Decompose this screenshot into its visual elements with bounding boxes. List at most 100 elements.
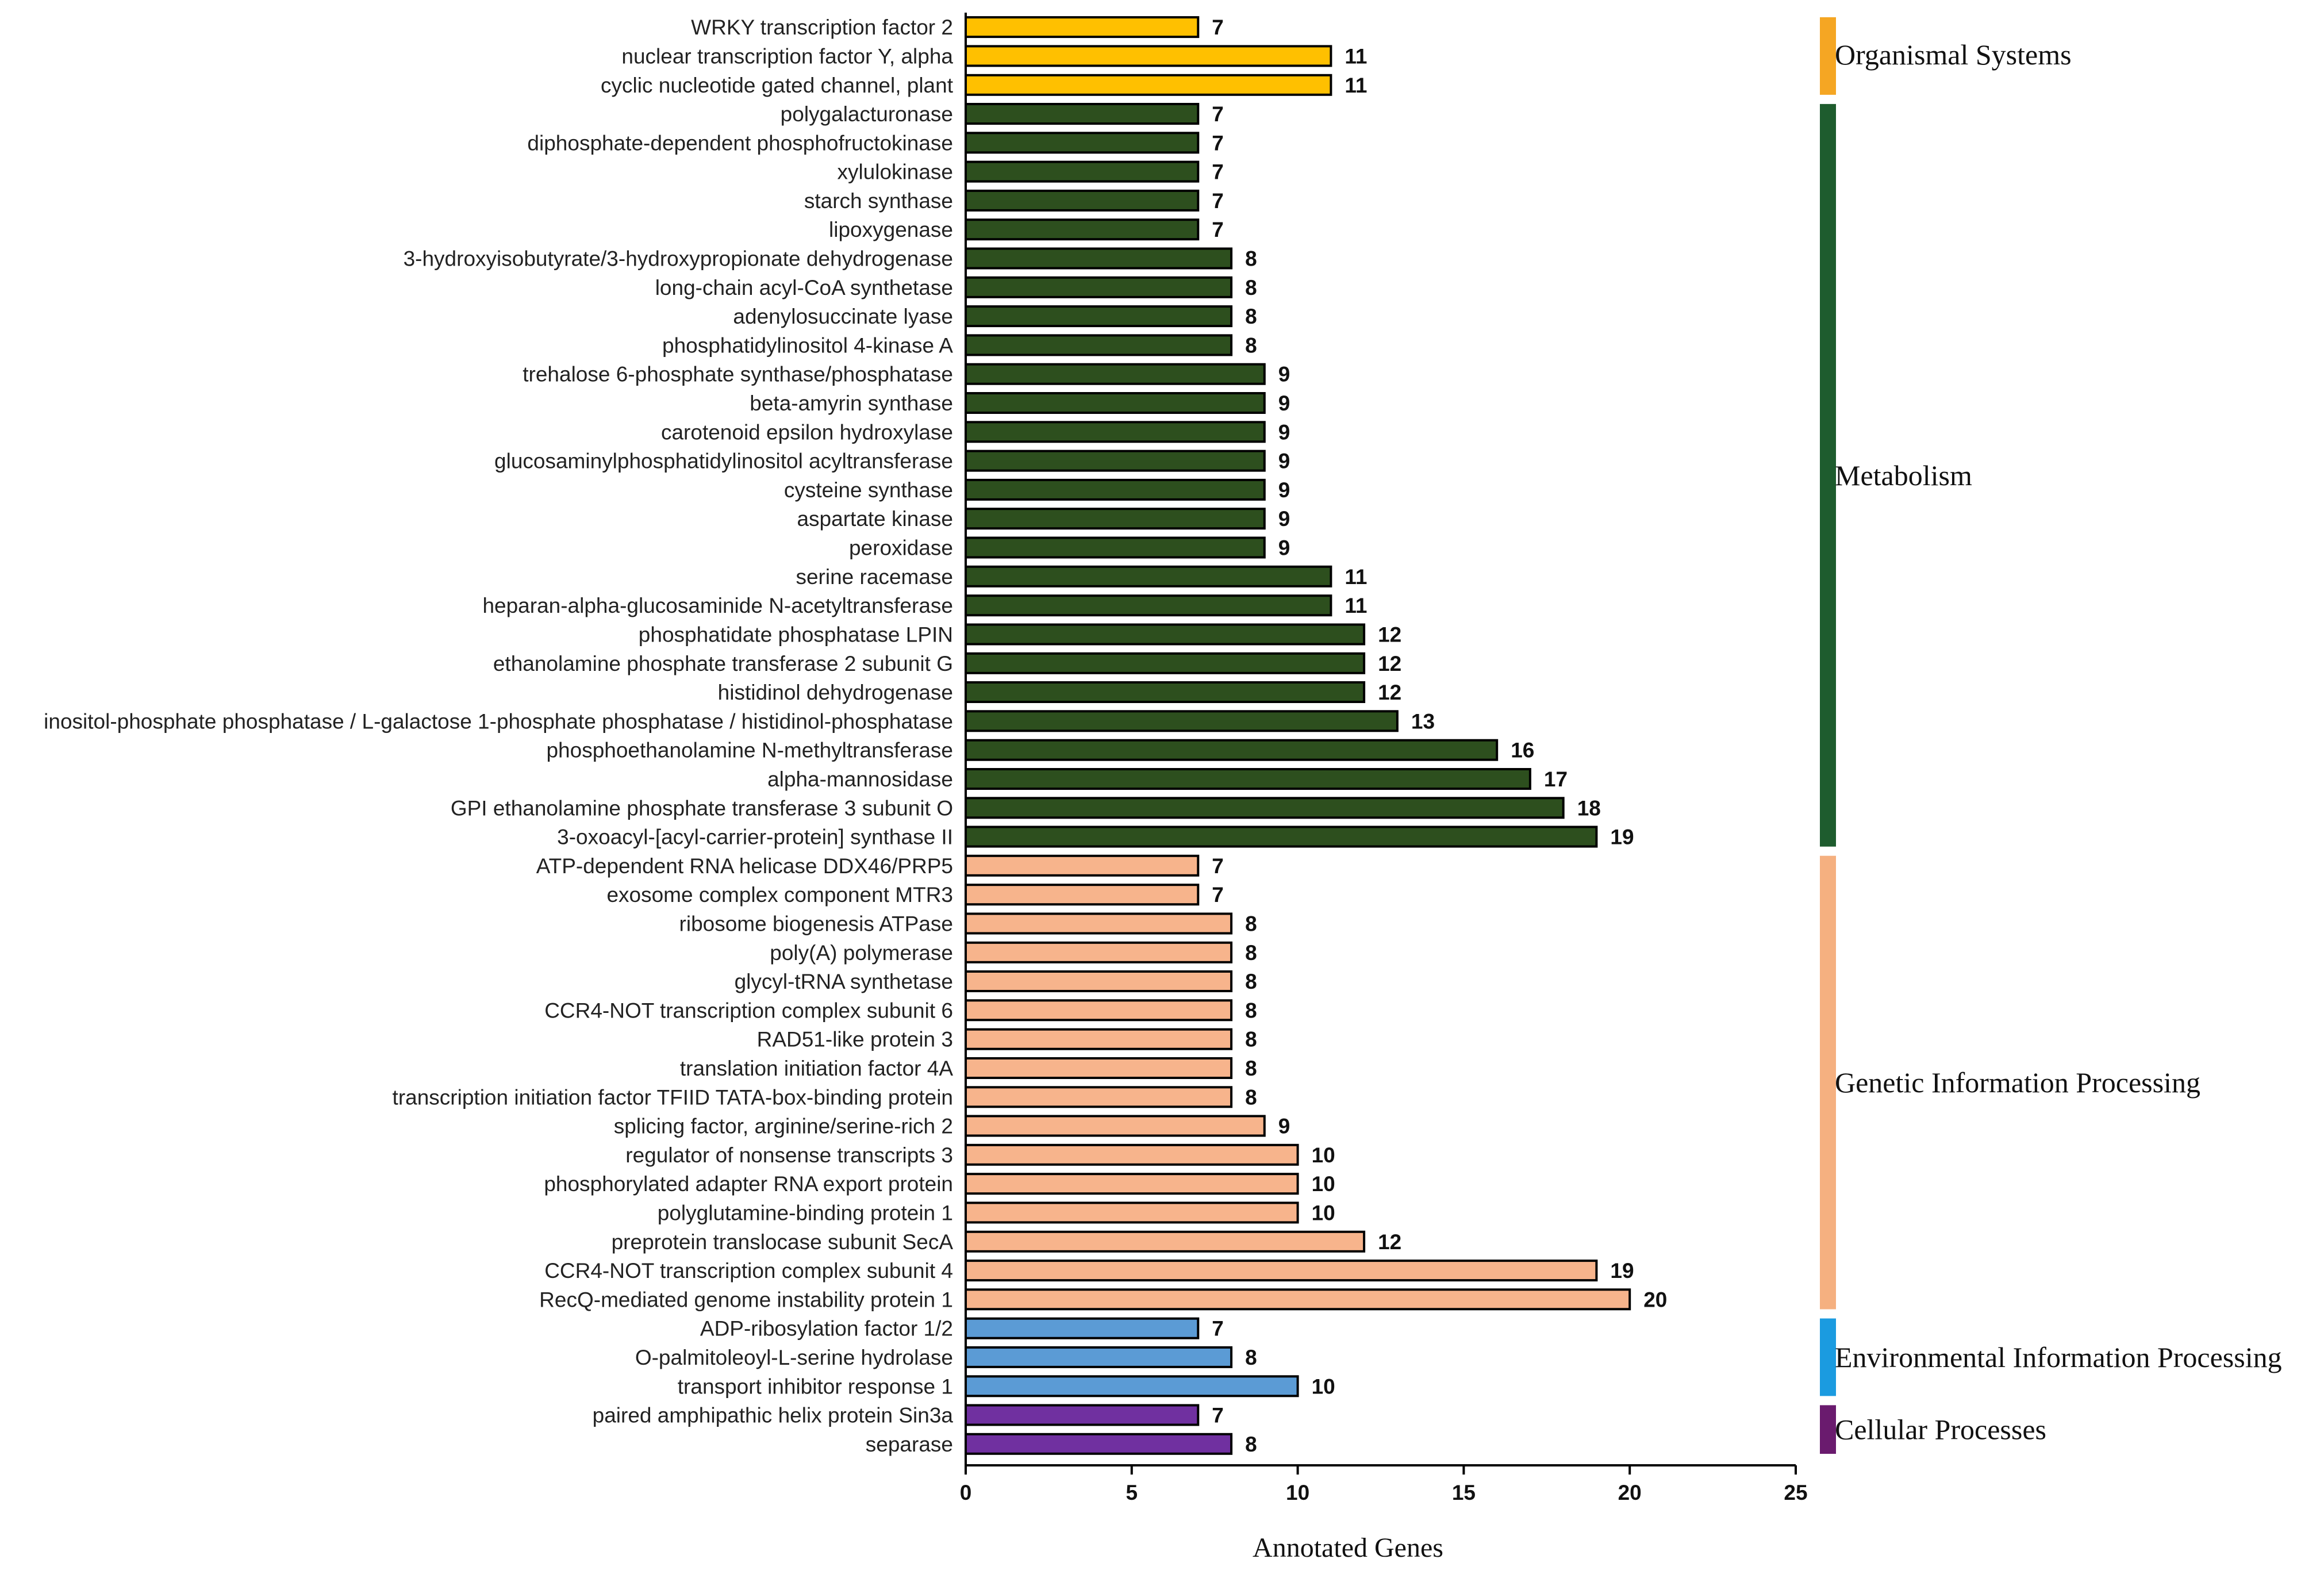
group-band xyxy=(1820,1405,1836,1454)
category-label: heparan-alpha-glucosaminide N-acetyltran… xyxy=(482,594,953,617)
category-label: glucosaminylphosphatidylinositol acyltra… xyxy=(494,450,953,473)
bar xyxy=(965,768,1531,790)
group-label: Metabolism xyxy=(1835,459,1972,492)
category-labels: WRKY transcription factor 2 nuclear trans… xyxy=(44,16,954,1456)
category-label: GPI ethanolamine phosphate transferase 3… xyxy=(451,796,953,820)
group-band xyxy=(1820,17,1836,95)
bar xyxy=(965,710,1399,732)
value-label: 8 xyxy=(1245,1057,1257,1080)
bar xyxy=(965,623,1366,646)
group-label: Organismal Systems xyxy=(1835,39,2072,71)
category-label: beta-amyrin synthase xyxy=(750,391,953,415)
group-label: Genetic Information Processing xyxy=(1835,1066,2200,1099)
value-label: 10 xyxy=(1312,1201,1335,1224)
value-label: 8 xyxy=(1245,276,1257,300)
x-axis-title: Annotated Genes xyxy=(1253,1533,1443,1563)
value-label: 10 xyxy=(1312,1374,1335,1398)
value-label: 9 xyxy=(1278,363,1290,386)
bar xyxy=(965,1086,1233,1108)
category-label: polyglutamine-binding protein 1 xyxy=(658,1201,953,1224)
bar xyxy=(965,189,1200,212)
group-label: Cellular Processes xyxy=(1835,1414,2046,1446)
value-label: 7 xyxy=(1212,218,1224,241)
group-bands: Organismal Systems Metabolism Genetic Info… xyxy=(1820,17,2282,1454)
category-label: splicing factor, arginine/serine-rich 2 xyxy=(614,1115,953,1138)
bar xyxy=(965,103,1200,125)
category-label: serine racemase xyxy=(796,565,953,589)
category-label: transport inhibitor response 1 xyxy=(678,1374,953,1398)
bar xyxy=(965,247,1233,270)
bar xyxy=(965,912,1233,935)
bar xyxy=(965,1173,1299,1195)
value-label: 12 xyxy=(1378,681,1401,704)
bar xyxy=(965,218,1200,241)
bar xyxy=(965,1143,1299,1166)
category-label: glycyl-tRNA synthetase xyxy=(735,970,953,993)
bar xyxy=(965,334,1233,356)
bar xyxy=(965,1375,1299,1397)
category-label: diphosphate-dependent phosphofructokinas… xyxy=(527,131,953,155)
value-label: 8 xyxy=(1245,1028,1257,1051)
bar xyxy=(965,478,1266,501)
category-label: CCR4-NOT transcription complex subunit 4 xyxy=(544,1259,953,1283)
bar xyxy=(965,1346,1233,1368)
category-label: translation initiation factor 4A xyxy=(680,1057,953,1080)
x-tick-label: 15 xyxy=(1452,1481,1476,1504)
bar xyxy=(965,739,1499,761)
category-label: WRKY transcription factor 2 xyxy=(691,16,953,39)
value-label: 12 xyxy=(1378,1230,1401,1254)
bar xyxy=(965,999,1233,1022)
group-label: Environmental Information Processing xyxy=(1835,1341,2282,1373)
bar xyxy=(965,536,1266,559)
value-labels: 7111177777888899999991111121212131617181… xyxy=(1212,16,1667,1456)
value-label: 17 xyxy=(1544,767,1568,791)
value-label: 7 xyxy=(1212,160,1224,184)
value-label: 20 xyxy=(1643,1288,1667,1311)
category-label: 3-oxoacyl-[acyl-carrier-protein] synthas… xyxy=(557,826,953,849)
bar xyxy=(965,45,1332,67)
category-label: regulator of nonsense transcripts 3 xyxy=(625,1143,953,1167)
category-label: polygalacturonase xyxy=(781,102,953,126)
bar xyxy=(965,421,1266,443)
value-label: 8 xyxy=(1245,1346,1257,1369)
value-label: 7 xyxy=(1212,1317,1224,1341)
bar xyxy=(965,160,1200,183)
x-axis: 0 5 10 15 20 25 xyxy=(960,13,1808,1504)
value-label: 10 xyxy=(1312,1143,1335,1167)
value-label: 9 xyxy=(1278,536,1290,560)
bar xyxy=(965,392,1266,414)
bar xyxy=(965,363,1266,385)
bar xyxy=(965,652,1366,674)
category-label: histidinol dehydrogenase xyxy=(718,681,953,704)
category-label: inositol-phosphate phosphatase / L-galac… xyxy=(44,709,953,733)
value-label: 8 xyxy=(1245,941,1257,965)
group-band xyxy=(1820,855,1836,1310)
category-label: carotenoid epsilon hydroxylase xyxy=(661,420,953,444)
value-label: 8 xyxy=(1245,1433,1257,1456)
category-label: CCR4-NOT transcription complex subunit 6 xyxy=(544,999,953,1022)
bar xyxy=(965,16,1200,39)
bar xyxy=(965,1057,1233,1079)
value-label: 7 xyxy=(1212,854,1224,878)
category-label: 3-hydroxyisobutyrate/3-hydroxypropionate… xyxy=(404,247,953,271)
bar xyxy=(965,1433,1233,1455)
value-label: 8 xyxy=(1245,247,1257,271)
bar xyxy=(965,970,1233,992)
category-label: O-palmitoleoyl-L-serine hydrolase xyxy=(635,1346,953,1369)
value-label: 8 xyxy=(1245,1085,1257,1109)
bar xyxy=(965,681,1366,703)
bar xyxy=(965,797,1565,819)
category-label: ATP-dependent RNA helicase DDX46/PRP5 xyxy=(536,854,953,878)
value-label: 12 xyxy=(1378,652,1401,675)
category-label: alpha-mannosidase xyxy=(767,767,953,791)
bar xyxy=(965,1288,1631,1311)
category-label: transcription initiation factor TFIID TA… xyxy=(393,1085,953,1109)
bar xyxy=(965,1230,1366,1253)
value-label: 9 xyxy=(1278,1115,1290,1138)
value-label: 8 xyxy=(1245,912,1257,936)
value-label: 8 xyxy=(1245,999,1257,1022)
value-label: 7 xyxy=(1212,189,1224,213)
bar xyxy=(965,1260,1598,1282)
category-label: phosphatidylinositol 4-kinase A xyxy=(662,333,953,357)
value-label: 9 xyxy=(1278,420,1290,444)
